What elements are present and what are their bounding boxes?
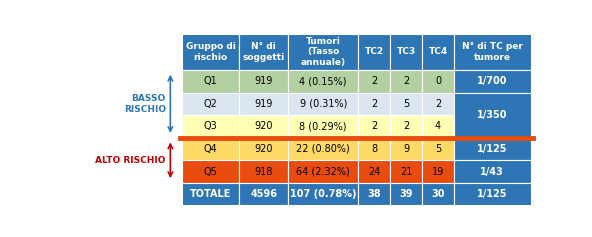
Bar <box>239 115 288 138</box>
Text: 24: 24 <box>368 167 381 177</box>
Text: 39: 39 <box>400 189 413 199</box>
Bar <box>454 70 530 92</box>
Bar <box>454 160 530 183</box>
Bar <box>454 34 530 70</box>
Text: 2: 2 <box>435 99 441 109</box>
Text: TC2: TC2 <box>365 47 384 56</box>
Bar <box>288 115 358 138</box>
Text: 918: 918 <box>255 167 273 177</box>
Text: 19: 19 <box>432 167 444 177</box>
Bar <box>390 138 422 160</box>
Bar <box>358 70 390 92</box>
Bar <box>239 160 288 183</box>
Bar <box>422 115 454 138</box>
Bar <box>358 115 390 138</box>
Bar <box>390 115 422 138</box>
Text: TC3: TC3 <box>397 47 416 56</box>
Bar <box>288 160 358 183</box>
Text: Q2: Q2 <box>204 99 217 109</box>
Bar <box>422 92 454 115</box>
Text: N° di TC per
tumore: N° di TC per tumore <box>462 42 523 62</box>
Text: 5: 5 <box>403 99 409 109</box>
Bar <box>239 34 288 70</box>
Text: 64 (2.32%): 64 (2.32%) <box>297 167 350 177</box>
Bar <box>422 70 454 92</box>
Bar <box>182 92 239 115</box>
Bar <box>182 160 239 183</box>
Text: ALTO RISCHIO: ALTO RISCHIO <box>95 156 166 165</box>
Text: 1/700: 1/700 <box>477 76 507 86</box>
Bar <box>239 70 288 92</box>
Text: 9 (0.31%): 9 (0.31%) <box>300 99 347 109</box>
Bar <box>390 183 422 205</box>
Bar <box>390 92 422 115</box>
Text: 920: 920 <box>255 144 273 154</box>
Text: 4 (0.15%): 4 (0.15%) <box>300 76 347 86</box>
Text: 30: 30 <box>431 189 445 199</box>
Bar <box>288 70 358 92</box>
Text: TC4: TC4 <box>429 47 448 56</box>
Text: 4596: 4596 <box>250 189 277 199</box>
Text: 1/43: 1/43 <box>480 167 504 177</box>
Text: Q4: Q4 <box>204 144 217 154</box>
Bar <box>422 183 454 205</box>
Bar <box>422 34 454 70</box>
Text: 920: 920 <box>255 121 273 131</box>
Text: 22 (0.80%): 22 (0.80%) <box>297 144 350 154</box>
Text: 1/350: 1/350 <box>477 110 507 120</box>
Bar <box>358 34 390 70</box>
Bar <box>454 92 530 138</box>
Text: 38: 38 <box>368 189 381 199</box>
Bar <box>358 160 390 183</box>
Text: 107 (0.78%): 107 (0.78%) <box>290 189 356 199</box>
Text: Q5: Q5 <box>204 167 217 177</box>
Bar <box>182 70 239 92</box>
Text: Gruppo di
rischio: Gruppo di rischio <box>185 42 236 62</box>
Text: 1/125: 1/125 <box>477 189 507 199</box>
Text: 21: 21 <box>400 167 412 177</box>
Bar <box>239 183 288 205</box>
Bar <box>182 34 239 70</box>
Bar <box>239 138 288 160</box>
Bar <box>358 138 390 160</box>
Text: 919: 919 <box>255 76 273 86</box>
Text: 2: 2 <box>403 76 409 86</box>
Bar <box>288 92 358 115</box>
Text: TOTALE: TOTALE <box>190 189 231 199</box>
Text: 0: 0 <box>435 76 441 86</box>
Text: 8: 8 <box>371 144 377 154</box>
Bar <box>454 183 530 205</box>
Bar <box>390 70 422 92</box>
Text: 2: 2 <box>371 76 377 86</box>
Bar <box>239 92 288 115</box>
Text: 8 (0.29%): 8 (0.29%) <box>300 121 347 131</box>
Bar <box>288 138 358 160</box>
Bar <box>182 115 239 138</box>
Text: N° di
soggetti: N° di soggetti <box>243 42 285 62</box>
Text: 1/125: 1/125 <box>477 144 507 154</box>
Bar <box>358 183 390 205</box>
Text: 2: 2 <box>371 121 377 131</box>
Text: 9: 9 <box>403 144 409 154</box>
Text: 4: 4 <box>435 121 441 131</box>
Bar <box>288 183 358 205</box>
Text: 5: 5 <box>435 144 441 154</box>
Text: Tumori
(Tasso
annuale): Tumori (Tasso annuale) <box>301 37 346 67</box>
Text: 2: 2 <box>403 121 409 131</box>
Text: 919: 919 <box>255 99 273 109</box>
Text: 2: 2 <box>371 99 377 109</box>
Bar <box>422 160 454 183</box>
Bar <box>182 183 239 205</box>
Bar <box>358 92 390 115</box>
Text: Q1: Q1 <box>204 76 217 86</box>
Bar <box>422 138 454 160</box>
Bar <box>454 138 530 160</box>
Text: Q3: Q3 <box>204 121 217 131</box>
Bar <box>288 34 358 70</box>
Bar <box>182 138 239 160</box>
Bar <box>390 160 422 183</box>
Bar <box>390 34 422 70</box>
Text: BASSO
RISCHIO: BASSO RISCHIO <box>124 94 166 114</box>
